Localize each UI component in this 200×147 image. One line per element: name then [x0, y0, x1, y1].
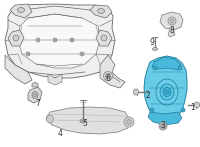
- Ellipse shape: [18, 7, 24, 12]
- Ellipse shape: [101, 35, 107, 41]
- Ellipse shape: [160, 123, 166, 128]
- Ellipse shape: [106, 74, 110, 78]
- Ellipse shape: [150, 108, 154, 112]
- Text: 7: 7: [36, 98, 40, 107]
- Polygon shape: [18, 14, 100, 68]
- Ellipse shape: [159, 122, 167, 130]
- Ellipse shape: [170, 19, 174, 23]
- Ellipse shape: [181, 108, 185, 112]
- Ellipse shape: [194, 102, 200, 108]
- Text: 3: 3: [161, 121, 165, 130]
- Polygon shape: [46, 107, 130, 134]
- Ellipse shape: [153, 47, 158, 51]
- Ellipse shape: [82, 120, 84, 122]
- Ellipse shape: [32, 91, 38, 98]
- Polygon shape: [48, 74, 62, 85]
- Text: 6: 6: [106, 74, 110, 82]
- Text: 4: 4: [58, 128, 62, 137]
- Ellipse shape: [26, 52, 30, 56]
- Ellipse shape: [134, 89, 138, 95]
- Ellipse shape: [71, 39, 73, 41]
- Ellipse shape: [165, 90, 169, 94]
- Text: 5: 5: [83, 118, 87, 127]
- Polygon shape: [5, 4, 115, 78]
- Ellipse shape: [80, 52, 84, 56]
- Polygon shape: [168, 28, 175, 37]
- Polygon shape: [10, 4, 32, 18]
- Ellipse shape: [104, 71, 112, 81]
- Ellipse shape: [98, 9, 104, 14]
- Polygon shape: [100, 55, 125, 88]
- Ellipse shape: [160, 84, 174, 100]
- Polygon shape: [8, 30, 24, 46]
- Ellipse shape: [53, 38, 57, 42]
- Ellipse shape: [27, 53, 29, 55]
- Polygon shape: [144, 56, 187, 122]
- Polygon shape: [160, 12, 183, 30]
- Ellipse shape: [34, 93, 36, 96]
- Ellipse shape: [81, 53, 83, 55]
- Ellipse shape: [46, 115, 54, 123]
- Ellipse shape: [162, 125, 164, 127]
- Text: 8: 8: [170, 25, 174, 35]
- Polygon shape: [96, 30, 112, 46]
- Ellipse shape: [54, 39, 56, 41]
- Polygon shape: [28, 87, 42, 103]
- Text: 1: 1: [191, 103, 195, 112]
- Ellipse shape: [178, 66, 182, 70]
- Text: 2: 2: [146, 91, 150, 100]
- Ellipse shape: [13, 35, 19, 41]
- Ellipse shape: [163, 87, 171, 96]
- Polygon shape: [5, 55, 32, 84]
- Ellipse shape: [70, 38, 74, 42]
- Ellipse shape: [124, 117, 134, 127]
- Ellipse shape: [107, 75, 109, 77]
- Ellipse shape: [168, 17, 176, 25]
- Ellipse shape: [37, 39, 39, 41]
- Polygon shape: [148, 112, 182, 125]
- Polygon shape: [32, 82, 38, 87]
- Ellipse shape: [80, 119, 86, 123]
- Ellipse shape: [156, 79, 178, 105]
- Ellipse shape: [153, 66, 157, 70]
- Ellipse shape: [127, 120, 132, 125]
- Polygon shape: [152, 57, 181, 70]
- Text: 9: 9: [150, 37, 154, 46]
- Ellipse shape: [36, 38, 40, 42]
- Polygon shape: [90, 5, 112, 18]
